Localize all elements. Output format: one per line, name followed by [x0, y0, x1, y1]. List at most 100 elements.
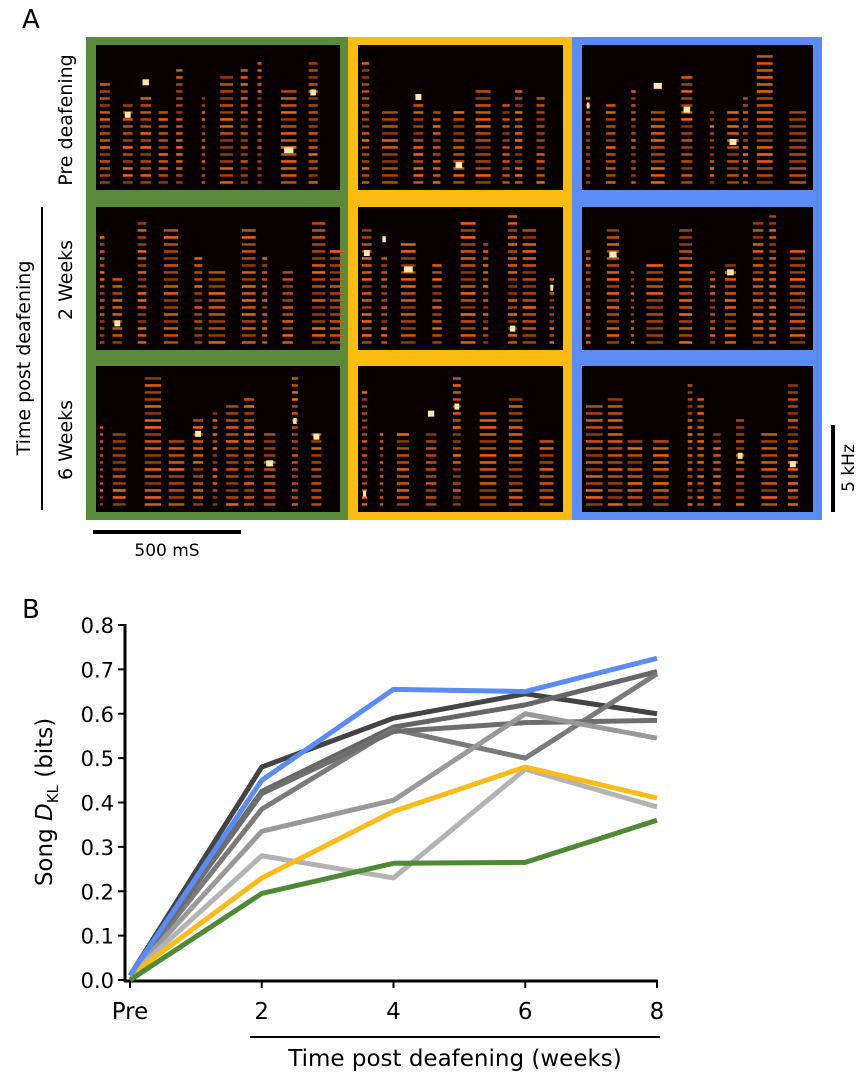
harmonic — [710, 320, 715, 323]
syllable — [220, 76, 233, 184]
harmonic — [100, 482, 104, 485]
harmonic — [607, 419, 623, 422]
harmonic — [549, 320, 555, 323]
harmonic — [631, 97, 636, 100]
harmonic — [140, 104, 152, 107]
hot-spot — [737, 452, 743, 459]
harmonic — [308, 146, 318, 149]
harmonic — [330, 292, 344, 295]
harmonic — [282, 271, 293, 274]
harmonic — [586, 412, 603, 415]
harmonic — [787, 468, 798, 471]
harmonic — [362, 292, 372, 295]
harmonic — [194, 299, 203, 302]
syllable — [194, 257, 203, 344]
harmonic — [536, 104, 545, 107]
harmonic — [240, 174, 248, 177]
harmonic — [502, 104, 510, 107]
harmonic — [263, 482, 276, 485]
harmonic — [100, 299, 105, 302]
harmonic — [168, 482, 185, 485]
harmonic — [381, 271, 388, 274]
harmonic — [460, 250, 476, 253]
harmonic — [789, 341, 806, 344]
harmonic — [413, 132, 424, 135]
harmonic — [761, 440, 778, 443]
harmonic — [312, 313, 326, 316]
harmonic — [112, 454, 126, 457]
harmonic — [122, 174, 133, 177]
harmonic — [100, 139, 110, 142]
harmonic — [201, 174, 205, 177]
harmonic — [756, 76, 773, 79]
harmonic — [687, 503, 693, 506]
harmonic — [112, 299, 123, 302]
harmonic — [756, 174, 773, 177]
harmonic — [193, 482, 204, 485]
harmonic — [401, 313, 416, 316]
harmonic — [515, 90, 523, 93]
harmonic — [479, 454, 497, 457]
harmonic — [262, 292, 268, 295]
harmonic — [606, 278, 620, 281]
syllable — [396, 433, 409, 506]
syllable — [330, 250, 344, 344]
harmonic — [144, 468, 162, 471]
harmonic — [292, 398, 298, 401]
harmonic — [308, 104, 318, 107]
harmonic — [586, 139, 591, 142]
harmonic — [308, 97, 318, 100]
harmonic — [263, 447, 276, 450]
harmonic — [226, 412, 239, 415]
harmonic — [536, 181, 545, 184]
harmonic — [362, 118, 370, 121]
syllable — [168, 440, 185, 506]
harmonic — [262, 278, 268, 281]
harmonic — [362, 503, 368, 506]
harmonic — [631, 167, 636, 170]
harmonic — [144, 384, 162, 387]
harmonic — [650, 125, 665, 128]
harmonic — [242, 313, 256, 316]
hot-spot — [382, 236, 386, 243]
harmonic — [761, 503, 778, 506]
harmonic — [362, 167, 370, 170]
harmonic — [100, 90, 110, 93]
harmonic — [508, 489, 523, 492]
hot-spot — [403, 266, 413, 273]
harmonic — [292, 447, 298, 450]
syllable — [100, 426, 104, 506]
harmonic — [606, 118, 616, 121]
harmonic — [742, 97, 748, 100]
harmonic — [727, 181, 739, 184]
harmonic — [432, 334, 442, 337]
harmonic — [787, 391, 798, 394]
harmonic — [752, 222, 764, 225]
harmonic — [362, 264, 372, 267]
harmonic — [425, 461, 437, 464]
harmonic — [244, 468, 255, 471]
harmonic — [240, 69, 248, 72]
harmonic — [679, 285, 693, 288]
harmonic — [452, 377, 461, 380]
harmonic — [522, 334, 536, 337]
harmonic — [787, 496, 798, 499]
harmonic — [479, 440, 497, 443]
harmonic — [281, 118, 297, 121]
harmonic — [479, 412, 497, 415]
harmonic — [697, 496, 704, 499]
harmonic — [308, 181, 318, 184]
harmonic — [100, 334, 105, 337]
harmonic — [679, 292, 693, 295]
syllable — [769, 215, 777, 344]
harmonic — [176, 146, 183, 149]
harmonic — [460, 229, 476, 232]
harmonic — [769, 236, 777, 239]
harmonic — [432, 341, 442, 344]
harmonic — [452, 433, 461, 436]
harmonic — [432, 160, 441, 163]
harmonic — [396, 475, 409, 478]
harmonic — [713, 468, 721, 471]
harmonic — [362, 236, 372, 239]
harmonic — [163, 299, 179, 302]
